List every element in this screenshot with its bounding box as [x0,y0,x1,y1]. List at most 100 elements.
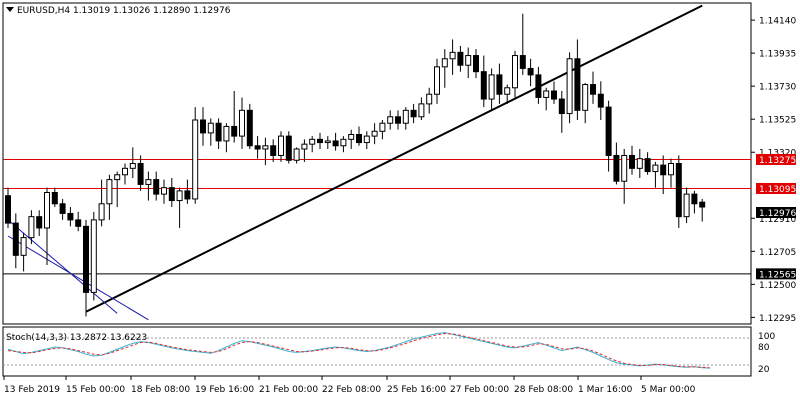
price-tick-label-0: 1.14140 [759,17,796,27]
symbol-dropdown-icon[interactable] [6,7,14,12]
candle-body-bull [98,203,105,221]
candle-body-bull [582,84,589,111]
candle-52 [410,103,417,124]
candle-50 [395,110,401,130]
candle-6 [51,187,58,207]
candle-30 [239,97,245,149]
candle-64 [504,84,511,104]
time-tick-label-3: 19 Feb 16:00 [195,385,254,395]
candle-body-bull [668,163,674,176]
candle-body-bull [652,164,659,173]
candle-18 [145,171,152,201]
candle-body-bull [28,216,35,239]
candle-body-bear [519,55,526,69]
candle-body-bear [574,58,581,111]
candle-body-bull [161,187,167,195]
candle-19 [153,171,160,201]
trend-lines-layer [7,4,703,321]
trend-line-1 [7,235,149,321]
candle-body-bear [496,74,503,95]
candle-39 [309,136,316,153]
candle-71 [558,91,565,133]
price-tick-label-1: 1.13935 [759,50,796,60]
candle-body-bear [691,193,698,205]
candle-26 [207,118,214,146]
candle-5 [44,187,50,265]
time-tick-label-6: 25 Feb 16:00 [387,385,446,395]
candle-body-bear [231,125,238,137]
candle-33 [262,137,269,166]
candle-body-bull [543,90,550,98]
candle-82 [644,152,651,175]
candle-72 [566,52,573,124]
trend-line-0 [85,4,703,313]
candle-body-bear [558,98,565,115]
candle-56 [441,49,448,88]
candle-37 [293,147,300,164]
candle-48 [379,120,386,140]
candle-body-bear [590,84,596,95]
price-tick-label-5: 1.12910 [759,215,796,225]
oscillator-level-100: 100 [758,332,775,342]
candle-66 [519,13,526,75]
candle-73 [574,39,581,120]
candle-13 [106,174,113,220]
candle-34 [270,139,277,162]
candle-77 [605,100,612,172]
stoch-main-line [7,332,711,369]
candle-54 [426,87,433,114]
candle-78 [613,142,620,185]
time-tick-label-8: 28 Feb 08:00 [514,385,573,395]
oscillator-level-80: 80 [758,343,770,353]
candle-32 [254,136,261,159]
candle-0 [5,187,11,228]
candle-body-bull [122,167,128,176]
candle-body-bear [457,51,464,66]
candle-body-bear [12,222,19,256]
candle-body-bear [285,135,292,161]
candle-85 [668,158,674,188]
candle-53 [418,97,425,120]
stochastic-layer [3,332,751,369]
candle-51 [402,107,409,130]
candle-38 [301,139,308,162]
candle-body-bull [90,219,97,293]
candle-body-bull [636,158,643,169]
price-tick-label-8: 1.12295 [759,314,796,324]
candle-41 [324,136,331,149]
candle-15 [122,163,128,185]
time-tick-label-7: 27 Feb 00:00 [450,385,509,395]
candle-61 [480,55,487,108]
horizontal-line-label-2: 1.12565 [759,270,796,280]
candle-7 [59,198,66,220]
candle-44 [348,129,355,149]
candle-body-bear [51,192,58,205]
candle-88 [691,190,698,214]
candle-49 [387,110,394,130]
candle-body-bear [605,106,612,156]
candle-86 [675,155,682,228]
candle-76 [597,81,604,120]
price-tick-label-7: 1.12500 [759,281,796,291]
candle-47 [371,123,378,145]
candle-20 [161,179,167,204]
candle-body-bear [597,93,604,108]
candle-84 [660,155,667,195]
time-tick-label-2: 18 Feb 08:00 [131,385,190,395]
horizontal-line-label-1: 1.13095 [759,185,796,195]
candle-body-bull [512,55,518,89]
candle-70 [551,81,557,104]
candle-body-bear [36,216,43,229]
candle-body-bear [480,71,487,100]
candle-31 [246,103,253,149]
candle-body-bull [426,93,433,105]
candle-23 [184,179,191,204]
candle-body-bull [207,122,214,134]
oscillator-level-20: 20 [758,365,770,375]
candle-body-bear [184,190,191,200]
horizontal-line-label-box-1 [756,182,796,194]
candle-57 [449,39,456,75]
stoch-signal-line [7,332,711,369]
